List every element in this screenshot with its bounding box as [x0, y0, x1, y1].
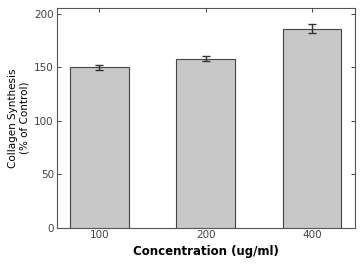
- Y-axis label: Collagen Synthesis
(% of Control): Collagen Synthesis (% of Control): [8, 68, 30, 168]
- Bar: [70, 67, 129, 228]
- Bar: [176, 59, 235, 228]
- X-axis label: Concentration (ug/ml): Concentration (ug/ml): [133, 245, 278, 258]
- Bar: [283, 29, 341, 228]
